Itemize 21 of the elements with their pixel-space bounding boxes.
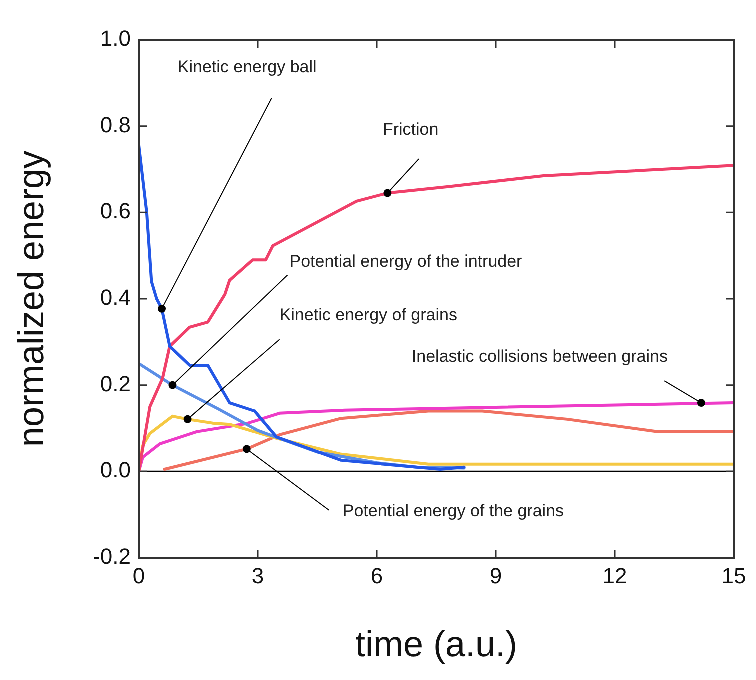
y-axis-title: normalized energy [10,150,52,448]
annotation: Kinetic energy of grains [280,306,458,325]
x-tick-label: 3 [252,563,264,588]
annotation: Inelastic collisions between grains [412,347,668,366]
x-tick-label: 9 [490,563,502,588]
y-tick-label: 0.2 [100,371,131,396]
y-tick-label: -0.2 [93,544,131,570]
annotation: Potential energy of the intruder [290,252,523,272]
annotation: Kinetic energy ball [178,57,317,76]
y-tick-label: 0.8 [100,112,131,138]
y-tick-label: 0.4 [100,285,131,310]
x-tick-label: 6 [370,563,384,588]
annotation: Potential energy of the grains [342,502,564,521]
y-tick-label: 1.0 [100,26,131,52]
x-axis-title: time (a.u.) [355,623,518,664]
y-tick-label: 0.6 [100,198,131,224]
x-tick-label: 15 [722,563,746,588]
annotation: Friction [382,120,439,139]
x-tick-label: 12 [602,563,628,588]
x-tick-label: 0 [132,563,146,588]
y-tick-label: 0.0 [100,458,131,483]
